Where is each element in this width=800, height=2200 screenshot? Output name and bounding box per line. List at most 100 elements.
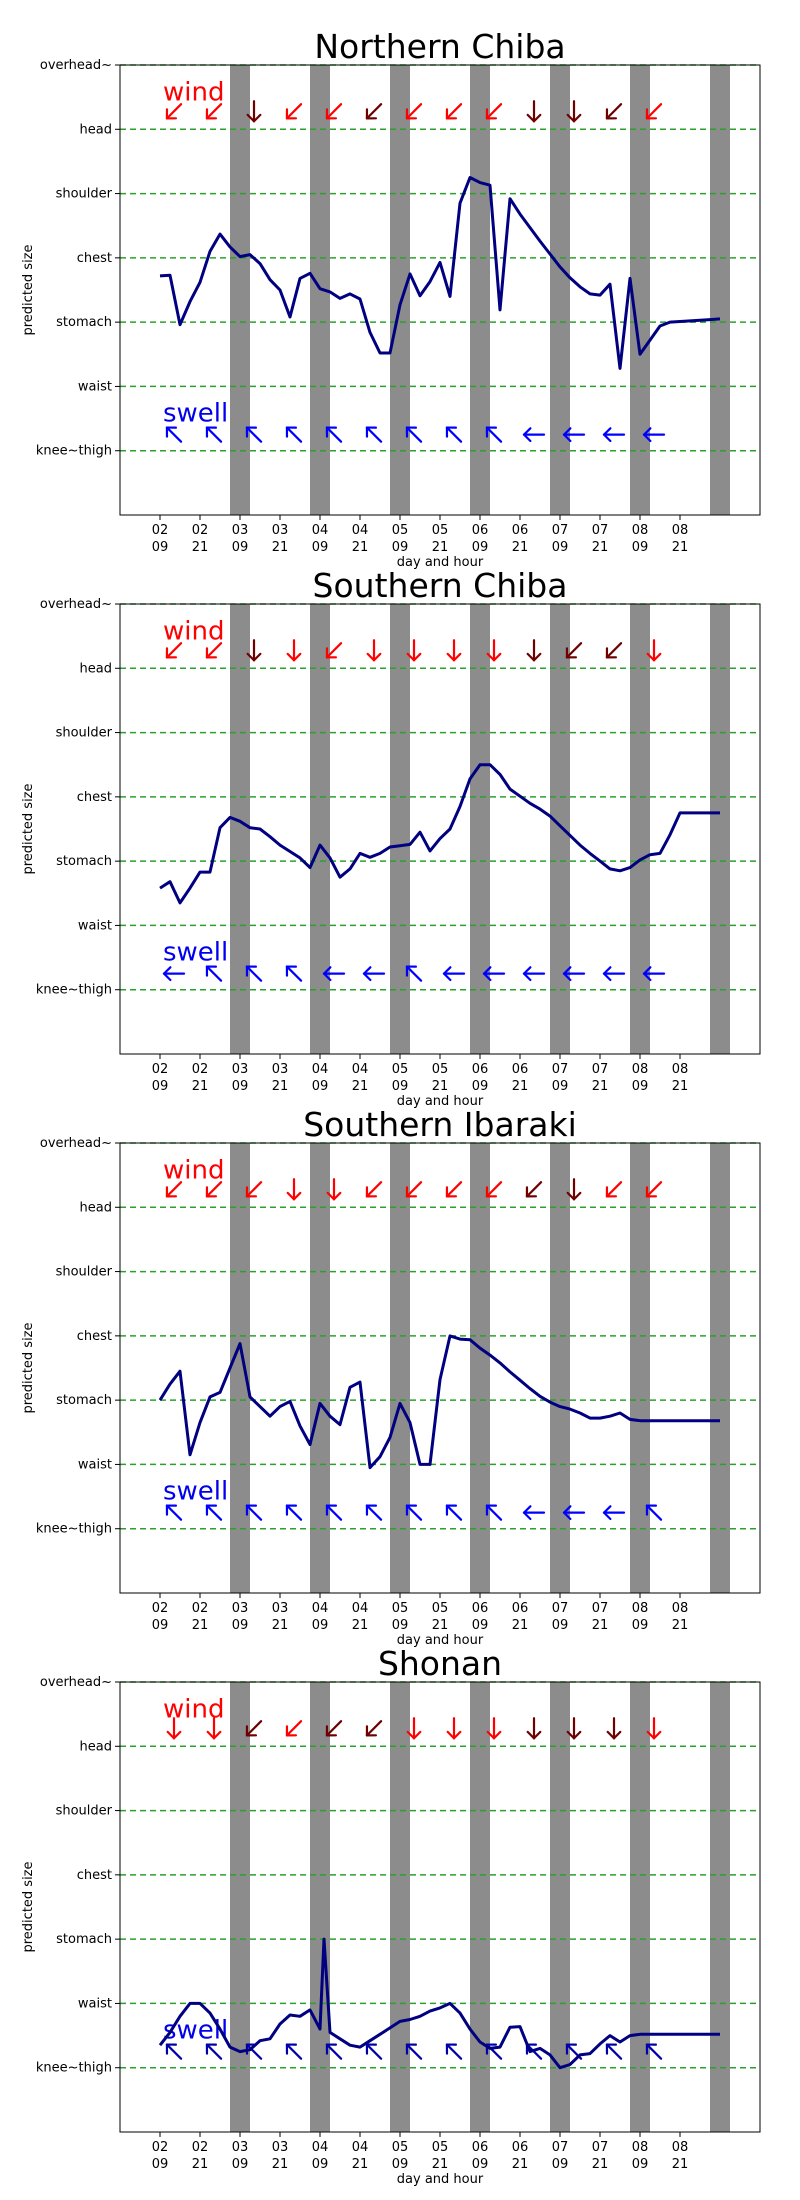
swell-arrow-icon: [522, 1505, 546, 1521]
x-tick-day: 04: [352, 1601, 369, 1616]
x-tick-day: 07: [552, 2140, 569, 2155]
x-tick-hour: 21: [592, 1079, 609, 1094]
swell-arrow-icon: [442, 966, 466, 982]
swell-arrow-icon: [602, 966, 626, 982]
swell-arrow-icon: [522, 427, 546, 443]
x-tick-hour: 09: [632, 540, 649, 555]
x-tick-day: 04: [312, 523, 329, 538]
wind-arrow-icon: [205, 103, 223, 120]
x-tick-day: 06: [472, 2140, 489, 2155]
wind-arrow-icon: [526, 639, 542, 662]
x-tick-day: 08: [632, 1601, 649, 1616]
wind-arrow-icon: [645, 103, 663, 120]
swell-arrow-icon: [482, 966, 506, 982]
x-tick-hour: 21: [192, 1618, 209, 1633]
wind-arrow-icon: [365, 1181, 383, 1198]
x-tick-hour: 09: [552, 1618, 569, 1633]
x-tick-hour: 09: [472, 1618, 489, 1633]
x-tick-hour: 09: [152, 540, 169, 555]
night-band: [710, 1682, 730, 2132]
y-tick-label: overhead~: [40, 1136, 112, 1151]
x-tick-hour: 21: [592, 2157, 609, 2172]
x-tick-hour: 09: [472, 2157, 489, 2172]
y-tick-label: stomach: [56, 1393, 112, 1408]
night-band: [550, 604, 570, 1054]
chart-panel-2: knee~thigh waist stomach chest shoulder head o…: [21, 566, 761, 1109]
y-axis-label: predicted size: [21, 1861, 36, 1952]
night-band: [230, 1682, 250, 2132]
wind-arrow-icon: [646, 1717, 662, 1740]
x-tick-hour: 09: [552, 1079, 569, 1094]
x-tick-hour: 21: [512, 540, 529, 555]
x-tick-day: 07: [592, 523, 609, 538]
x-tick-hour: 09: [312, 1079, 329, 1094]
swell-arrow-icon: [325, 1504, 343, 1521]
x-tick-day: 06: [472, 1601, 489, 1616]
x-tick-day: 03: [232, 1062, 249, 1077]
x-axis-label: day and hour: [397, 2172, 484, 2187]
x-tick-day: 07: [552, 1601, 569, 1616]
x-tick-day: 04: [312, 1601, 329, 1616]
plot-area: [120, 604, 760, 1054]
swell-arrow-icon: [445, 426, 463, 443]
night-band: [230, 1143, 250, 1593]
x-tick-day: 08: [632, 1062, 649, 1077]
night-band: [310, 1143, 330, 1593]
x-tick-day: 06: [512, 1062, 529, 1077]
x-tick-hour: 09: [472, 1079, 489, 1094]
x-tick-day: 02: [192, 1062, 209, 1077]
wind-arrow-icon: [605, 103, 623, 120]
series-line: [158, 1334, 720, 1470]
night-band: [710, 1143, 730, 1593]
night-band: [390, 65, 410, 515]
swell-arrow-icon: [602, 427, 626, 443]
swell-arrow-icon: [325, 2043, 343, 2060]
swell-arrow-icon: [165, 426, 183, 443]
wind-label: wind: [163, 1694, 224, 1724]
series-line: [159, 176, 721, 370]
wind-arrow-icon: [205, 1181, 223, 1198]
y-tick-label: stomach: [56, 854, 112, 869]
swell-arrow-icon: [562, 427, 586, 443]
swell-arrow-icon: [522, 966, 546, 982]
x-tick-hour: 21: [272, 2157, 289, 2172]
x-tick-day: 04: [312, 2140, 329, 2155]
x-tick-day: 08: [672, 1062, 689, 1077]
series-line: [159, 763, 720, 905]
swell-arrow-icon: [245, 1504, 263, 1521]
x-tick-hour: 09: [392, 1618, 409, 1633]
plot-area: [120, 65, 760, 515]
swell-arrow-icon: [322, 966, 346, 982]
swell-label: swell: [163, 938, 228, 968]
wind-arrow-icon: [326, 1178, 342, 1201]
swell-arrow-icon: [605, 2043, 623, 2060]
x-tick-day: 07: [552, 523, 569, 538]
y-tick-label: shoulder: [56, 1804, 113, 1819]
swell-arrow-icon: [325, 426, 343, 443]
x-tick-hour: 21: [272, 1618, 289, 1633]
wind-arrow-icon: [485, 1181, 503, 1198]
y-tick-label: chest: [77, 1868, 112, 1883]
x-tick-hour: 09: [232, 2157, 249, 2172]
wind-arrow-icon: [526, 100, 542, 123]
x-tick-day: 03: [272, 1062, 289, 1077]
wind-arrow-icon: [285, 103, 303, 120]
wind-arrow-icon: [206, 1717, 222, 1740]
swell-arrow-icon: [562, 1505, 586, 1521]
swell-arrow-icon: [362, 966, 386, 982]
night-band: [470, 65, 490, 515]
y-tick-label: waist: [78, 1457, 112, 1472]
x-tick-hour: 21: [512, 2157, 529, 2172]
x-tick-day: 02: [152, 1062, 169, 1077]
x-tick-day: 08: [672, 2140, 689, 2155]
x-tick-hour: 09: [312, 2157, 329, 2172]
x-tick-day: 07: [592, 2140, 609, 2155]
night-band: [390, 604, 410, 1054]
wind-label: wind: [163, 1155, 224, 1185]
x-tick-hour: 21: [192, 540, 209, 555]
y-tick-label: head: [80, 122, 112, 137]
x-tick-hour: 21: [352, 2157, 369, 2172]
y-tick-label: waist: [78, 918, 112, 933]
night-band: [390, 1143, 410, 1593]
x-tick-day: 05: [392, 1062, 409, 1077]
